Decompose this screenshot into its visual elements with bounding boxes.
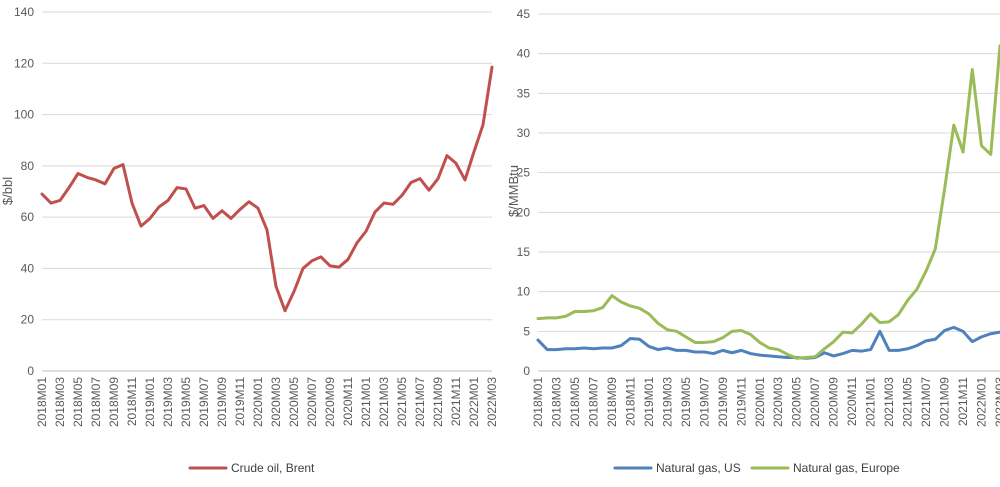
- legend-label: Natural gas, Europe: [793, 461, 900, 475]
- y-tick-label: 40: [21, 261, 35, 275]
- x-tick-label: 2022M01: [467, 377, 481, 427]
- x-tick-label: 2021M03: [882, 377, 896, 427]
- x-tick-label: 2019M09: [215, 377, 229, 427]
- series-line-natural-gas-us: [536, 325, 1000, 360]
- x-tick-label: 2022M03: [485, 377, 499, 427]
- y-tick-label: 20: [21, 313, 35, 327]
- x-tick-label: 2020M05: [287, 377, 301, 427]
- x-tick-label: 2019M11: [233, 377, 247, 426]
- x-tick-label: 2018M11: [125, 377, 139, 426]
- x-tick-label: 2022M03: [993, 377, 1000, 427]
- x-tick-label: 2020M03: [771, 377, 785, 427]
- legend-label: Natural gas, US: [656, 461, 741, 475]
- x-tick-label: 2020M11: [341, 377, 355, 426]
- y-axis-title: $/bbl: [0, 177, 15, 205]
- x-tick-label: 2018M05: [568, 377, 582, 427]
- x-tick-label: 2018M09: [107, 377, 121, 427]
- x-tick-label: 2018M11: [623, 377, 637, 426]
- y-tick-label: 35: [517, 86, 531, 100]
- x-tick-label: 2018M03: [549, 377, 563, 427]
- x-tick-label: 2021M07: [919, 377, 933, 427]
- x-tick-label: 2021M01: [359, 377, 373, 427]
- x-tick-label: 2019M05: [679, 377, 693, 427]
- y-tick-label: 45: [517, 7, 531, 21]
- x-tick-label: 2020M07: [305, 377, 319, 427]
- y-tick-label: 15: [517, 245, 531, 259]
- x-tick-label: 2019M01: [143, 377, 157, 427]
- y-axis-title: $/MMBtu: [506, 165, 521, 217]
- x-tick-label: 2020M03: [269, 377, 283, 427]
- x-tick-label: 2020M09: [323, 377, 337, 427]
- x-tick-label: 2021M09: [431, 377, 445, 427]
- x-tick-label: 2021M01: [864, 377, 878, 427]
- y-tick-label: 10: [517, 285, 531, 299]
- x-tick-label: 2020M01: [753, 377, 767, 427]
- x-tick-label: 2021M09: [938, 377, 952, 427]
- y-tick-label: 20: [517, 205, 531, 219]
- x-tick-label: 2020M07: [808, 377, 822, 427]
- y-tick-label: 25: [517, 166, 531, 180]
- y-tick-label: 30: [517, 126, 531, 140]
- x-tick-label: 2020M09: [827, 377, 841, 427]
- y-tick-label: 40: [517, 47, 531, 61]
- x-tick-label: 2019M03: [660, 377, 674, 427]
- x-tick-label: 2021M03: [377, 377, 391, 427]
- x-tick-label: 2019M07: [697, 377, 711, 427]
- x-tick-label: 2018M01: [531, 377, 545, 427]
- x-tick-label: 2019M05: [179, 377, 193, 427]
- y-tick-label: 120: [14, 56, 34, 70]
- x-tick-label: 2018M09: [605, 377, 619, 427]
- y-tick-label: 80: [21, 159, 35, 173]
- x-tick-label: 2020M11: [845, 377, 859, 426]
- x-tick-label: 2020M01: [251, 377, 265, 427]
- x-tick-label: 2021M05: [901, 377, 915, 427]
- x-tick-label: 2018M07: [89, 377, 103, 427]
- x-tick-label: 2020M05: [790, 377, 804, 427]
- y-tick-label: 60: [21, 210, 35, 224]
- series-line-natural-gas-europe: [536, 44, 1000, 360]
- x-tick-label: 2021M11: [449, 377, 463, 426]
- x-tick-label: 2019M01: [642, 377, 656, 427]
- y-tick-label: 0: [523, 364, 530, 378]
- y-tick-label: 5: [523, 324, 530, 338]
- x-tick-label: 2021M11: [956, 377, 970, 426]
- crude-oil-chart: 0 20 40 60 80 100 120 140 $/bbl 2018M01 2018M03 201…: [0, 5, 499, 475]
- x-tick-label: 2022M01: [975, 377, 989, 427]
- legend-label: Crude oil, Brent: [231, 461, 315, 475]
- x-tick-label: 2018M07: [586, 377, 600, 427]
- x-tick-label: 2019M09: [716, 377, 730, 427]
- y-tick-label: 0: [27, 364, 34, 378]
- x-tick-label: 2019M11: [734, 377, 748, 426]
- series-line-crude-oil-brent: [40, 65, 494, 313]
- x-tick-label: 2021M07: [413, 377, 427, 427]
- x-tick-label: 2018M03: [53, 377, 67, 427]
- x-tick-label: 2019M03: [161, 377, 175, 427]
- x-tick-label: 2018M05: [71, 377, 85, 427]
- x-tick-label: 2018M01: [35, 377, 49, 427]
- natural-gas-chart: 0 5 10 15 20 25 30 35 40 45 $/MMBtu 2018M01 2018M03 2…: [506, 7, 1000, 475]
- x-tick-label: 2019M07: [197, 377, 211, 427]
- y-tick-label: 100: [14, 108, 34, 122]
- y-tick-label: 140: [14, 5, 34, 19]
- x-tick-label: 2021M05: [395, 377, 409, 427]
